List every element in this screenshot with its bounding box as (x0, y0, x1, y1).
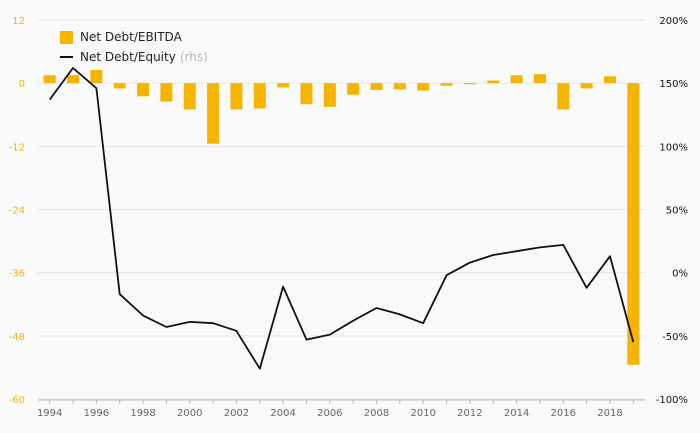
bar (137, 83, 150, 97)
bar (487, 80, 500, 84)
x-tick-label: 2008 (364, 408, 389, 419)
bar (510, 75, 523, 84)
right-tick-label: 50% (666, 206, 688, 217)
bar (230, 83, 243, 110)
bar (347, 83, 360, 95)
left-tick-label: 12 (12, 16, 25, 27)
x-tick-label: 1996 (84, 408, 109, 419)
left-tick-label: -12 (9, 142, 25, 153)
bar (43, 75, 56, 84)
bar (253, 83, 266, 109)
bar (627, 83, 640, 365)
line-series (48, 67, 635, 370)
x-axis: 1994 1996 1998 2000 2002 2004 2006 2008 2010 2012… (37, 399, 645, 419)
left-tick-label: -24 (9, 206, 25, 217)
legend-label: Net Debt/EBITDA (80, 30, 182, 44)
legend-item-bar: Net Debt/EBITDA (60, 27, 208, 47)
right-tick-label: 0% (672, 269, 688, 280)
bar (533, 74, 546, 84)
bar (440, 83, 453, 86)
bar (67, 75, 80, 84)
bar (90, 70, 103, 84)
bar (160, 83, 173, 102)
right-tick-label: -100% (656, 395, 688, 406)
x-tick-label: 2004 (270, 408, 295, 419)
x-tick-label: 2006 (317, 408, 342, 419)
legend-rhs-note: (rhs) (179, 50, 208, 64)
bar (300, 83, 313, 105)
bar (207, 83, 220, 144)
left-tick-label: 0 (19, 79, 25, 90)
left-axis-ticks: 12 0 -12 -24 -36 -48 -60 (9, 16, 25, 406)
bar (463, 83, 476, 85)
legend-label: Net Debt/Equity (80, 50, 176, 64)
legend: Net Debt/EBITDA Net Debt/Equity (rhs) (60, 27, 208, 67)
bar (370, 83, 383, 91)
x-tick-label: 2000 (177, 408, 202, 419)
x-tick-label: 2016 (551, 408, 576, 419)
x-tick-label: 1998 (130, 408, 155, 419)
bar-series (43, 70, 640, 365)
x-tick-label: 2012 (457, 408, 482, 419)
x-tick-label: 2018 (597, 408, 622, 419)
bar (323, 83, 336, 107)
left-tick-label: -48 (9, 332, 25, 343)
bar (603, 76, 616, 84)
bar (277, 83, 290, 88)
legend-item-line: Net Debt/Equity (rhs) (60, 47, 208, 67)
x-tick-label: 2010 (410, 408, 435, 419)
legend-line-swatch (60, 56, 73, 58)
legend-bar-swatch (60, 30, 73, 44)
x-tick-label: 2002 (224, 408, 249, 419)
x-tick-label: 2014 (504, 408, 529, 419)
left-tick-label: -36 (9, 269, 25, 280)
right-tick-label: 150% (659, 79, 688, 90)
gridlines (38, 19, 645, 400)
bar (393, 83, 406, 90)
right-tick-label: 200% (659, 16, 688, 27)
right-axis-ticks: 200% 150% 100% 50% 0% -50% -100% (656, 16, 688, 406)
bar (557, 83, 570, 110)
bar (183, 83, 196, 110)
right-tick-label: -50% (662, 332, 688, 343)
bar (417, 83, 430, 91)
left-tick-label: -60 (9, 395, 25, 406)
bar (580, 83, 593, 89)
bar (113, 83, 126, 89)
debt-equity-line (48, 67, 635, 370)
x-tick-label: 1994 (37, 408, 62, 419)
right-tick-label: 100% (659, 142, 688, 153)
